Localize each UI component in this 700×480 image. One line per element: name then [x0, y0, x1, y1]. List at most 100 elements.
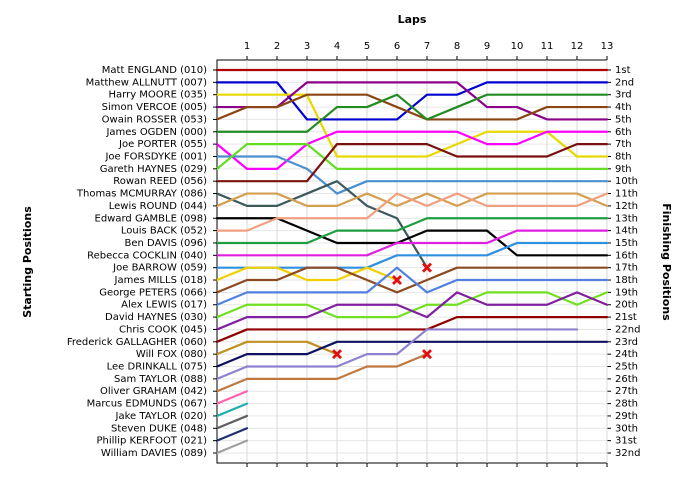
driver-label: Frederick GALLAGHER (060) — [67, 337, 207, 348]
y2-tick-label: 18th — [615, 275, 638, 286]
driver-label: Jake TAYLOR (020) — [115, 411, 208, 422]
y2-axis-label: Finishing Positions — [660, 203, 673, 321]
series-line — [215, 93, 609, 133]
x-tick-label: 3 — [304, 41, 310, 52]
y2-tick-label: 2nd — [615, 77, 634, 88]
series-line — [215, 402, 249, 418]
x-tick-label: 8 — [454, 41, 460, 52]
driver-label: Harry MOORE (035) — [109, 90, 208, 101]
retired-marker — [392, 275, 402, 286]
y2-tick-label: 29th — [615, 411, 638, 422]
y2-tick-label: 6th — [615, 127, 632, 138]
driver-label: Sam TAYLOR (088) — [114, 374, 207, 385]
driver-label: Matt ENGLAND (010) — [102, 65, 207, 76]
series-line — [215, 192, 609, 232]
driver-label: Will FOX (080) — [136, 349, 207, 360]
driver-label: Louis BACK (052) — [121, 226, 207, 237]
driver-label: Joe PORTER (055) — [118, 139, 207, 150]
driver-label: Joe FORSDYKE (001) — [104, 151, 207, 162]
y2-tick-label: 8th — [615, 151, 632, 162]
driver-label: Ben DAVIS (096) — [125, 238, 208, 249]
series-line — [215, 266, 609, 306]
y2-tick-label: 14th — [615, 226, 638, 237]
driver-label: Rowan REED (056) — [113, 176, 207, 187]
chart-title: Laps — [398, 13, 427, 26]
y2-tick-label: 1st — [615, 65, 631, 76]
retired-marker — [332, 349, 342, 360]
driver-label: Chris COOK (045) — [119, 324, 207, 335]
series-line — [215, 328, 579, 380]
y2-tick-label: 24th — [615, 349, 638, 360]
series-line — [215, 93, 609, 158]
series-line — [215, 130, 609, 170]
y2-tick-label: 16th — [615, 250, 638, 261]
series-line — [215, 266, 399, 282]
y2-tick-label: 11th — [615, 189, 638, 200]
y2-tick-label: 27th — [615, 386, 638, 397]
y2-tick-label: 19th — [615, 287, 638, 298]
y2-tick-label: 22nd — [615, 324, 640, 335]
y2-tick-label: 12th — [615, 201, 638, 212]
driver-label: David HAYNES (030) — [105, 312, 207, 323]
driver-label: James OGDEN (000) — [105, 127, 207, 138]
series-line — [215, 291, 609, 331]
driver-label: Lee DRINKALL (075) — [107, 362, 207, 373]
y2-tick-label: 15th — [615, 238, 638, 249]
y-axis-label: Starting Positions — [21, 206, 34, 318]
series-line — [215, 414, 249, 430]
driver-label: Owain ROSSER (053) — [102, 114, 207, 125]
series-line — [215, 180, 429, 269]
y2-tick-label: 25th — [615, 362, 638, 373]
series-line — [215, 155, 609, 195]
x-tick-label: 11 — [541, 41, 554, 52]
driver-label: Steven DUKE (048) — [111, 423, 207, 434]
driver-label: Lewis ROUND (044) — [109, 201, 207, 212]
series-line — [215, 143, 609, 170]
series-line — [215, 266, 609, 294]
driver-label: Phillip KERFOOT (021) — [96, 436, 207, 447]
y2-tick-label: 13th — [615, 213, 638, 224]
y2-tick-label: 3rd — [615, 90, 632, 101]
y2-tick-label: 28th — [615, 399, 638, 410]
series-line — [215, 241, 609, 269]
y2-tick-label: 9th — [615, 164, 632, 175]
y2-tick-label: 26th — [615, 374, 638, 385]
plot-area — [216, 59, 608, 464]
series-line — [215, 217, 609, 257]
y2-tick-label: 32nd — [615, 448, 640, 459]
series-line — [215, 439, 249, 455]
y2-tick-label: 7th — [615, 139, 632, 150]
driver-label: Joe BARROW (059) — [112, 263, 207, 274]
x-tick-label: 6 — [394, 41, 400, 52]
y2-tick-label: 4th — [615, 102, 632, 113]
driver-label: James MILLS (018) — [114, 275, 208, 286]
driver-label: Edward GAMBLE (098) — [95, 213, 208, 224]
series-line — [215, 353, 429, 393]
y2-tick-label: 17th — [615, 263, 638, 274]
y2-tick-label: 5th — [615, 114, 632, 125]
y2-tick-label: 31st — [615, 436, 637, 447]
x-tick-label: 1 — [244, 41, 250, 52]
x-tick-label: 5 — [364, 41, 370, 52]
x-tick-label: 7 — [424, 41, 430, 52]
series-line — [215, 143, 609, 183]
series-line — [215, 81, 609, 121]
y2-tick-label: 21st — [615, 312, 637, 323]
retired-marker — [422, 262, 432, 273]
x-tick-label: 13 — [601, 41, 614, 52]
driver-label: Simon VERCOE (005) — [102, 102, 207, 113]
driver-label: Marcus EDMUNDS (067) — [87, 399, 208, 410]
series-line — [215, 217, 609, 245]
x-tick-label: 10 — [511, 41, 524, 52]
series-line — [215, 340, 339, 356]
y2-tick-label: 20th — [615, 300, 638, 311]
retired-marker — [422, 349, 432, 360]
y2-tick-label: 30th — [615, 423, 638, 434]
x-tick-label: 9 — [484, 41, 490, 52]
driver-label: Matthew ALLNUTT (007) — [86, 77, 207, 88]
series-line — [215, 229, 609, 257]
driver-label: Gareth HAYNES (029) — [100, 164, 207, 175]
y2-tick-label: 23rd — [615, 337, 638, 348]
series-line — [215, 427, 249, 442]
